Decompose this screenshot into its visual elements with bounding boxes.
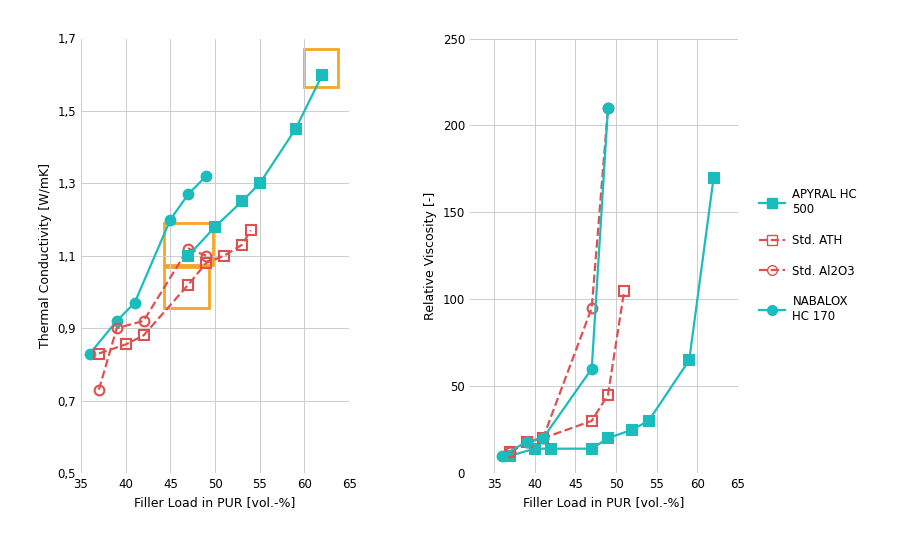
Bar [164, 223, 213, 265]
Y-axis label: Relative Viscosity [-]: Relative Viscosity [-] [424, 191, 437, 320]
Bar [164, 267, 209, 308]
Legend: APYRAL HC
500, Std. ATH, Std. Al2O3, NABALOX
HC 170: APYRAL HC 500, Std. ATH, Std. Al2O3, NAB… [754, 184, 862, 328]
X-axis label: Filler Load in PUR [vol.-%]: Filler Load in PUR [vol.-%] [134, 497, 296, 509]
X-axis label: Filler Load in PUR [vol.-%]: Filler Load in PUR [vol.-%] [523, 497, 685, 509]
Y-axis label: Thermal Conductivity [W/mK]: Thermal Conductivity [W/mK] [39, 163, 52, 348]
Bar [304, 50, 338, 87]
